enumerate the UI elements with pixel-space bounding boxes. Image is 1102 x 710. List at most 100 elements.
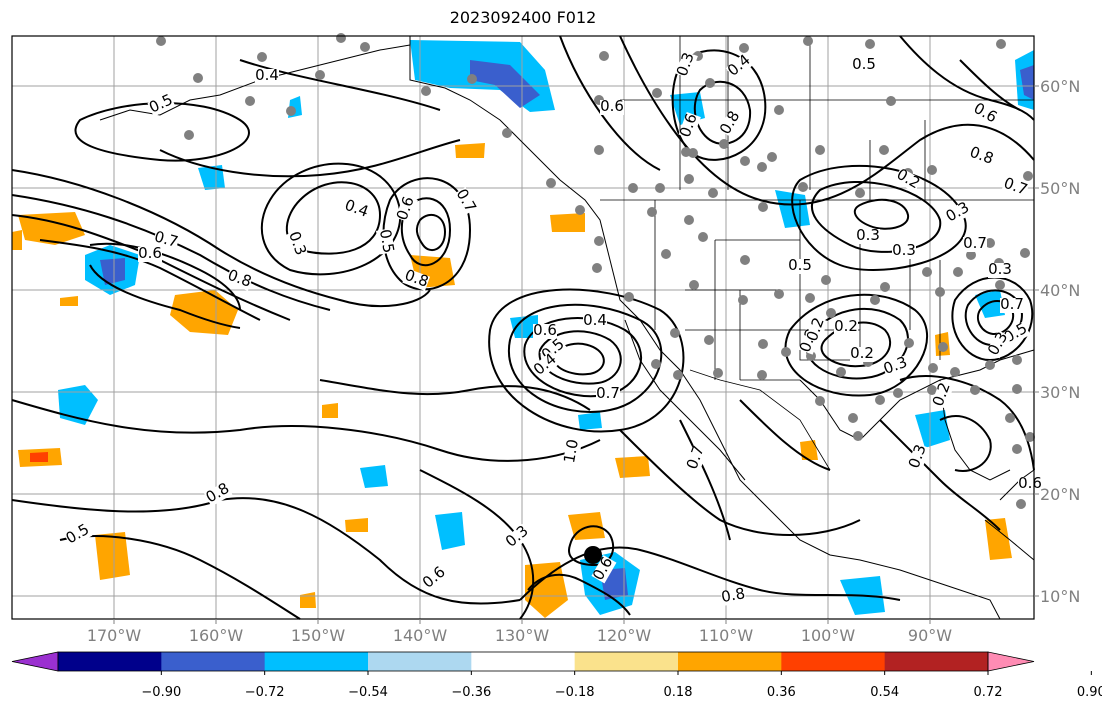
contour-label-bg xyxy=(988,263,1012,278)
colorbar-extend-max xyxy=(987,651,1035,672)
contour-label-bg xyxy=(402,268,431,291)
contour-label-bg xyxy=(893,167,922,193)
contour-label-bg xyxy=(931,380,954,409)
lon-ticks xyxy=(113,619,931,624)
lon-label: 170°W xyxy=(87,626,142,645)
political-borders xyxy=(600,36,1034,471)
contour-label-bg xyxy=(907,442,930,471)
contour-label-bg xyxy=(342,198,371,221)
contour-label-bg xyxy=(255,69,279,84)
contour-label-bg xyxy=(64,522,93,548)
contour-label-bg xyxy=(986,330,1012,359)
contour-label: 0.5 xyxy=(852,55,876,73)
lon-label: 150°W xyxy=(291,626,346,645)
contour-label-bg xyxy=(420,564,449,592)
lon-label: 90°W xyxy=(908,626,952,645)
colorbar-label: −0.54 xyxy=(348,685,388,700)
contour-label: 0.5 xyxy=(376,228,398,255)
contour-label-bg xyxy=(834,320,858,335)
colorbar-segment xyxy=(884,652,989,671)
contour-label-bg xyxy=(718,109,744,138)
contour-label-bg xyxy=(725,52,754,80)
lat-label: 60°N xyxy=(1040,77,1080,96)
contour-label-bg xyxy=(892,244,916,259)
contour-label-bg xyxy=(685,443,708,472)
colorbar-label: −0.72 xyxy=(245,685,285,700)
colorbar-segment xyxy=(58,652,162,671)
contour-label-bg xyxy=(675,50,698,79)
map-title: 2023092400 F012 xyxy=(449,8,597,27)
colorbar-label: −0.90 xyxy=(141,685,181,700)
contour-label: 0.4 xyxy=(583,311,607,329)
contour-label: 0.8 xyxy=(720,584,747,606)
contour-label-bg xyxy=(967,145,996,168)
contour-label-bg xyxy=(1001,176,1030,199)
lon-label: 130°W xyxy=(495,626,550,645)
colorbar-label: −0.36 xyxy=(451,685,491,700)
contour-label-bg xyxy=(881,355,910,378)
contour-labels: 0.40.50.70.60.80.4 0.70.3 0.50.60.80.40.60… xyxy=(63,50,1042,607)
lat-ticks xyxy=(1034,85,1039,597)
lat-label: 30°N xyxy=(1040,383,1080,402)
contour-label: 0.7 xyxy=(152,227,180,251)
storm-center-marker xyxy=(584,546,602,564)
map-panel: 0.40.50.70.60.80.4 0.70.3 0.50.60.80.40.60… xyxy=(11,33,1042,620)
colorbar-segment xyxy=(678,652,782,671)
contour-label: 0.6 xyxy=(1018,474,1042,492)
contour-label: 0.3 xyxy=(988,260,1012,278)
lon-label: 110°W xyxy=(699,626,754,645)
contour-label-bg xyxy=(583,314,607,329)
contour-label-bg xyxy=(285,229,308,258)
contour-label-bg xyxy=(805,315,828,344)
contour-label: 0.3 xyxy=(892,241,916,259)
colorbar-labels: −0.90 −0.72 −0.54 −0.36 −0.18 0.18 0.36 0.54 0.7… xyxy=(141,671,1102,700)
negative-anomaly-shading xyxy=(58,40,1034,615)
colorbar-label: 0.72 xyxy=(974,685,1003,700)
colorbar-label: −0.18 xyxy=(555,685,595,700)
contour-label: 0.7 xyxy=(963,234,987,252)
contour-label: 0.7 xyxy=(596,384,620,402)
colorbar-segment xyxy=(161,652,266,671)
contour-label-bg xyxy=(225,268,254,291)
contour-label-bg xyxy=(720,587,747,607)
contour-label-bg xyxy=(596,387,620,402)
contour-label: 0.7 xyxy=(1000,295,1024,313)
contour-label-bg xyxy=(563,438,583,465)
contour-label: 0.6 xyxy=(138,244,162,262)
contour-label: 0.6 xyxy=(600,97,624,115)
contour-label: 0.4 xyxy=(255,66,279,84)
contour-label: 0.5 xyxy=(788,256,812,274)
lon-label: 100°W xyxy=(801,626,856,645)
colorbar-label: 0.18 xyxy=(664,685,693,700)
contour-label-bg xyxy=(1018,477,1042,492)
colorbar-segment xyxy=(574,652,679,671)
colorbar-frame xyxy=(57,651,989,672)
contour-label-bg xyxy=(850,347,874,362)
contour-label: 0.3 xyxy=(856,226,880,244)
contour-label-bg xyxy=(944,200,973,226)
contour-label-bg xyxy=(600,100,624,115)
contour-label-bg xyxy=(856,229,880,244)
map-border xyxy=(11,35,1035,620)
station-markers xyxy=(156,33,1035,509)
colorbar-label: 0.54 xyxy=(870,685,899,700)
contour-label-bg xyxy=(204,481,233,507)
lat-label: 40°N xyxy=(1040,281,1080,300)
contour-label-bg xyxy=(452,187,478,216)
lat-labels: 60°N 50°N 40°N 30°N 20°N 10°N xyxy=(1040,77,1080,606)
contour-label: 0.2 xyxy=(850,344,874,362)
contour-label: 0.6 xyxy=(533,321,557,339)
contour-label-bg xyxy=(138,247,162,262)
contour-label-bg xyxy=(395,194,418,223)
colorbar-segment xyxy=(264,652,369,671)
lat-label: 20°N xyxy=(1040,485,1080,504)
lon-label: 160°W xyxy=(189,626,244,645)
lon-label: 140°W xyxy=(393,626,448,645)
contour-label-bg xyxy=(970,101,999,127)
colorbar-label: 0.36 xyxy=(767,685,796,700)
colorbar-segment xyxy=(781,652,886,671)
lon-label: 120°W xyxy=(597,626,652,645)
contour-label-bg xyxy=(788,259,812,274)
contour-label-bg xyxy=(152,230,180,251)
